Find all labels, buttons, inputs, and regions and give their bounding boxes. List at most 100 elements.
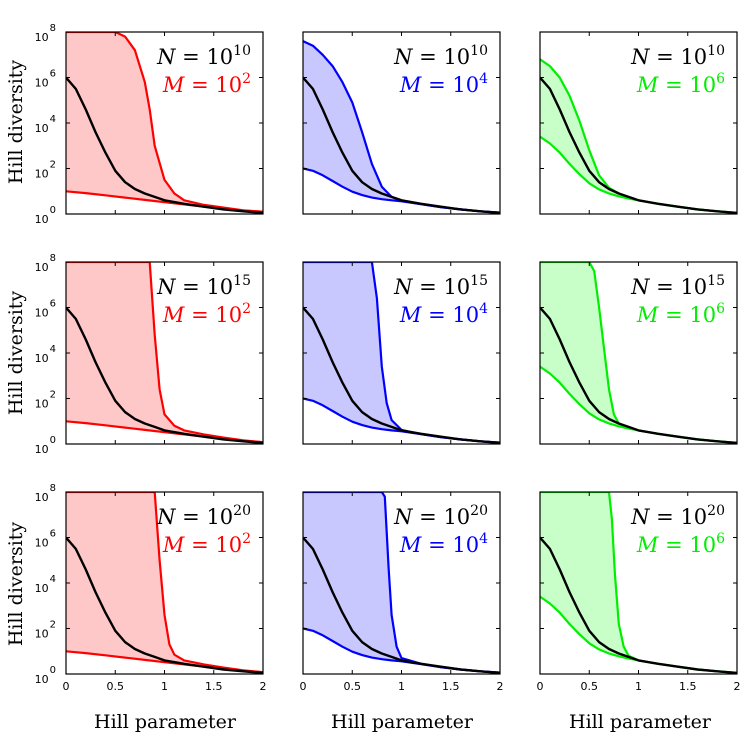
annotation-N-eq: = 10 — [176, 505, 234, 529]
annotation-M-var: M — [162, 73, 185, 97]
annotation-N-var: N — [393, 275, 413, 299]
y-tick-label: 104 — [35, 344, 56, 365]
annotation-N-eq: = 10 — [176, 45, 234, 69]
annotation-M-exp: 2 — [242, 301, 251, 317]
annotation-M-eq: = 10 — [658, 533, 716, 557]
y-axis-label-row-3: Hill diversity — [5, 522, 27, 647]
annotation-N-var: N — [393, 45, 413, 69]
x-tick-label: 0 — [537, 680, 544, 693]
y-tick-label: 106 — [35, 529, 56, 550]
annotation-N-exp: 15 — [233, 273, 251, 289]
y-tick-exponent: 8 — [50, 483, 56, 494]
y-tick-exponent: 4 — [50, 344, 56, 355]
x-axis-label-col-1: Hill parameter — [94, 711, 237, 733]
y-tick-exponent: 8 — [50, 23, 56, 34]
x-tick-label: 1.5 — [205, 680, 223, 693]
annotation-N-eq: = 10 — [650, 45, 708, 69]
hill-diversity-line — [66, 536, 263, 674]
annotation-M-var: M — [636, 303, 659, 327]
annotation-M-var: M — [399, 73, 422, 97]
annotation-M-var: M — [399, 533, 422, 557]
hill-diversity-line — [66, 76, 263, 214]
y-tick-label: 102 — [35, 620, 56, 641]
annotation-M-exp: 4 — [479, 301, 488, 317]
shaded-band — [540, 492, 737, 673]
annotation-N-var: N — [630, 505, 650, 529]
x-tick-label: 1.5 — [679, 680, 697, 693]
plot-area — [66, 492, 263, 674]
annotation-N: N = 1010 — [156, 43, 251, 69]
x-tick-label: 1 — [635, 680, 642, 693]
annotation-M: M = 106 — [636, 531, 725, 557]
x-tick-label: 1.5 — [442, 680, 460, 693]
x-axis-label-col-3: Hill parameter — [569, 711, 712, 733]
annotation-M-eq: = 10 — [421, 533, 479, 557]
annotation-N-exp: 10 — [233, 43, 251, 59]
annotation-N-exp: 20 — [707, 503, 725, 519]
annotation-N-exp: 15 — [707, 273, 725, 289]
annotation-M-var: M — [399, 303, 422, 327]
annotation-M: M = 102 — [162, 71, 251, 97]
y-tick-exponent: 8 — [50, 253, 56, 264]
annotation-N: N = 1010 — [393, 43, 488, 69]
x-tick-label: 0 — [63, 680, 70, 693]
hill-diversity-line — [540, 306, 737, 444]
annotation-M-exp: 6 — [716, 301, 725, 317]
y-tick-exponent: 4 — [50, 114, 56, 125]
annotation-N-eq: = 10 — [413, 505, 471, 529]
annotation-N-eq: = 10 — [650, 275, 708, 299]
annotation-M-exp: 2 — [242, 531, 251, 547]
y-tick-label: 100 — [35, 435, 56, 456]
y-tick-label: 102 — [35, 160, 56, 181]
y-tick-label: 106 — [35, 69, 56, 90]
y-tick-label: 108 — [35, 23, 56, 44]
y-axis-label-row-1: Hill diversity — [5, 60, 27, 185]
y-axis-label-row-2: Hill diversity — [5, 291, 27, 416]
y-tick-exponent: 0 — [50, 665, 56, 676]
annotation-N-exp: 15 — [470, 273, 488, 289]
annotation-M-exp: 6 — [716, 531, 725, 547]
plot-area — [303, 262, 500, 444]
y-tick-label: 106 — [35, 299, 56, 320]
annotation-N-eq: = 10 — [650, 505, 708, 529]
annotation-M-eq: = 10 — [184, 73, 242, 97]
annotation-M-eq: = 10 — [184, 533, 242, 557]
annotation-M-exp: 2 — [242, 71, 251, 87]
annotation-M: M = 104 — [399, 531, 488, 557]
x-tick-label: 0 — [300, 680, 307, 693]
y-tick-exponent: 0 — [50, 435, 56, 446]
annotation-M: M = 104 — [399, 301, 488, 327]
annotation-N-var: N — [156, 505, 176, 529]
shaded-band — [540, 262, 737, 443]
plot-area — [303, 492, 500, 674]
x-tick-label: 1 — [398, 680, 405, 693]
plot-area — [66, 32, 263, 214]
shaded-band — [303, 262, 500, 443]
annotation-N-var: N — [156, 45, 176, 69]
x-tick-label: 0.5 — [107, 680, 125, 693]
plot-area — [303, 40, 500, 214]
upper-bound-line — [66, 32, 263, 213]
hill-diversity-line — [540, 76, 737, 214]
shaded-band — [66, 492, 263, 673]
x-tick-label: 0.5 — [344, 680, 362, 693]
hill-diversity-line — [303, 306, 500, 444]
upper-bound-line — [66, 492, 263, 674]
annotation-M-exp: 6 — [716, 71, 725, 87]
x-tick-label: 0.5 — [581, 680, 599, 693]
y-tick-exponent: 2 — [50, 620, 56, 631]
annotation-N: N = 1010 — [630, 43, 725, 69]
x-tick-label: 1 — [161, 680, 168, 693]
annotation-M-eq: = 10 — [184, 303, 242, 327]
annotation-M-var: M — [636, 533, 659, 557]
hill-diversity-line — [540, 536, 737, 674]
y-tick-label: 100 — [35, 205, 56, 226]
annotation-M-eq: = 10 — [421, 73, 479, 97]
